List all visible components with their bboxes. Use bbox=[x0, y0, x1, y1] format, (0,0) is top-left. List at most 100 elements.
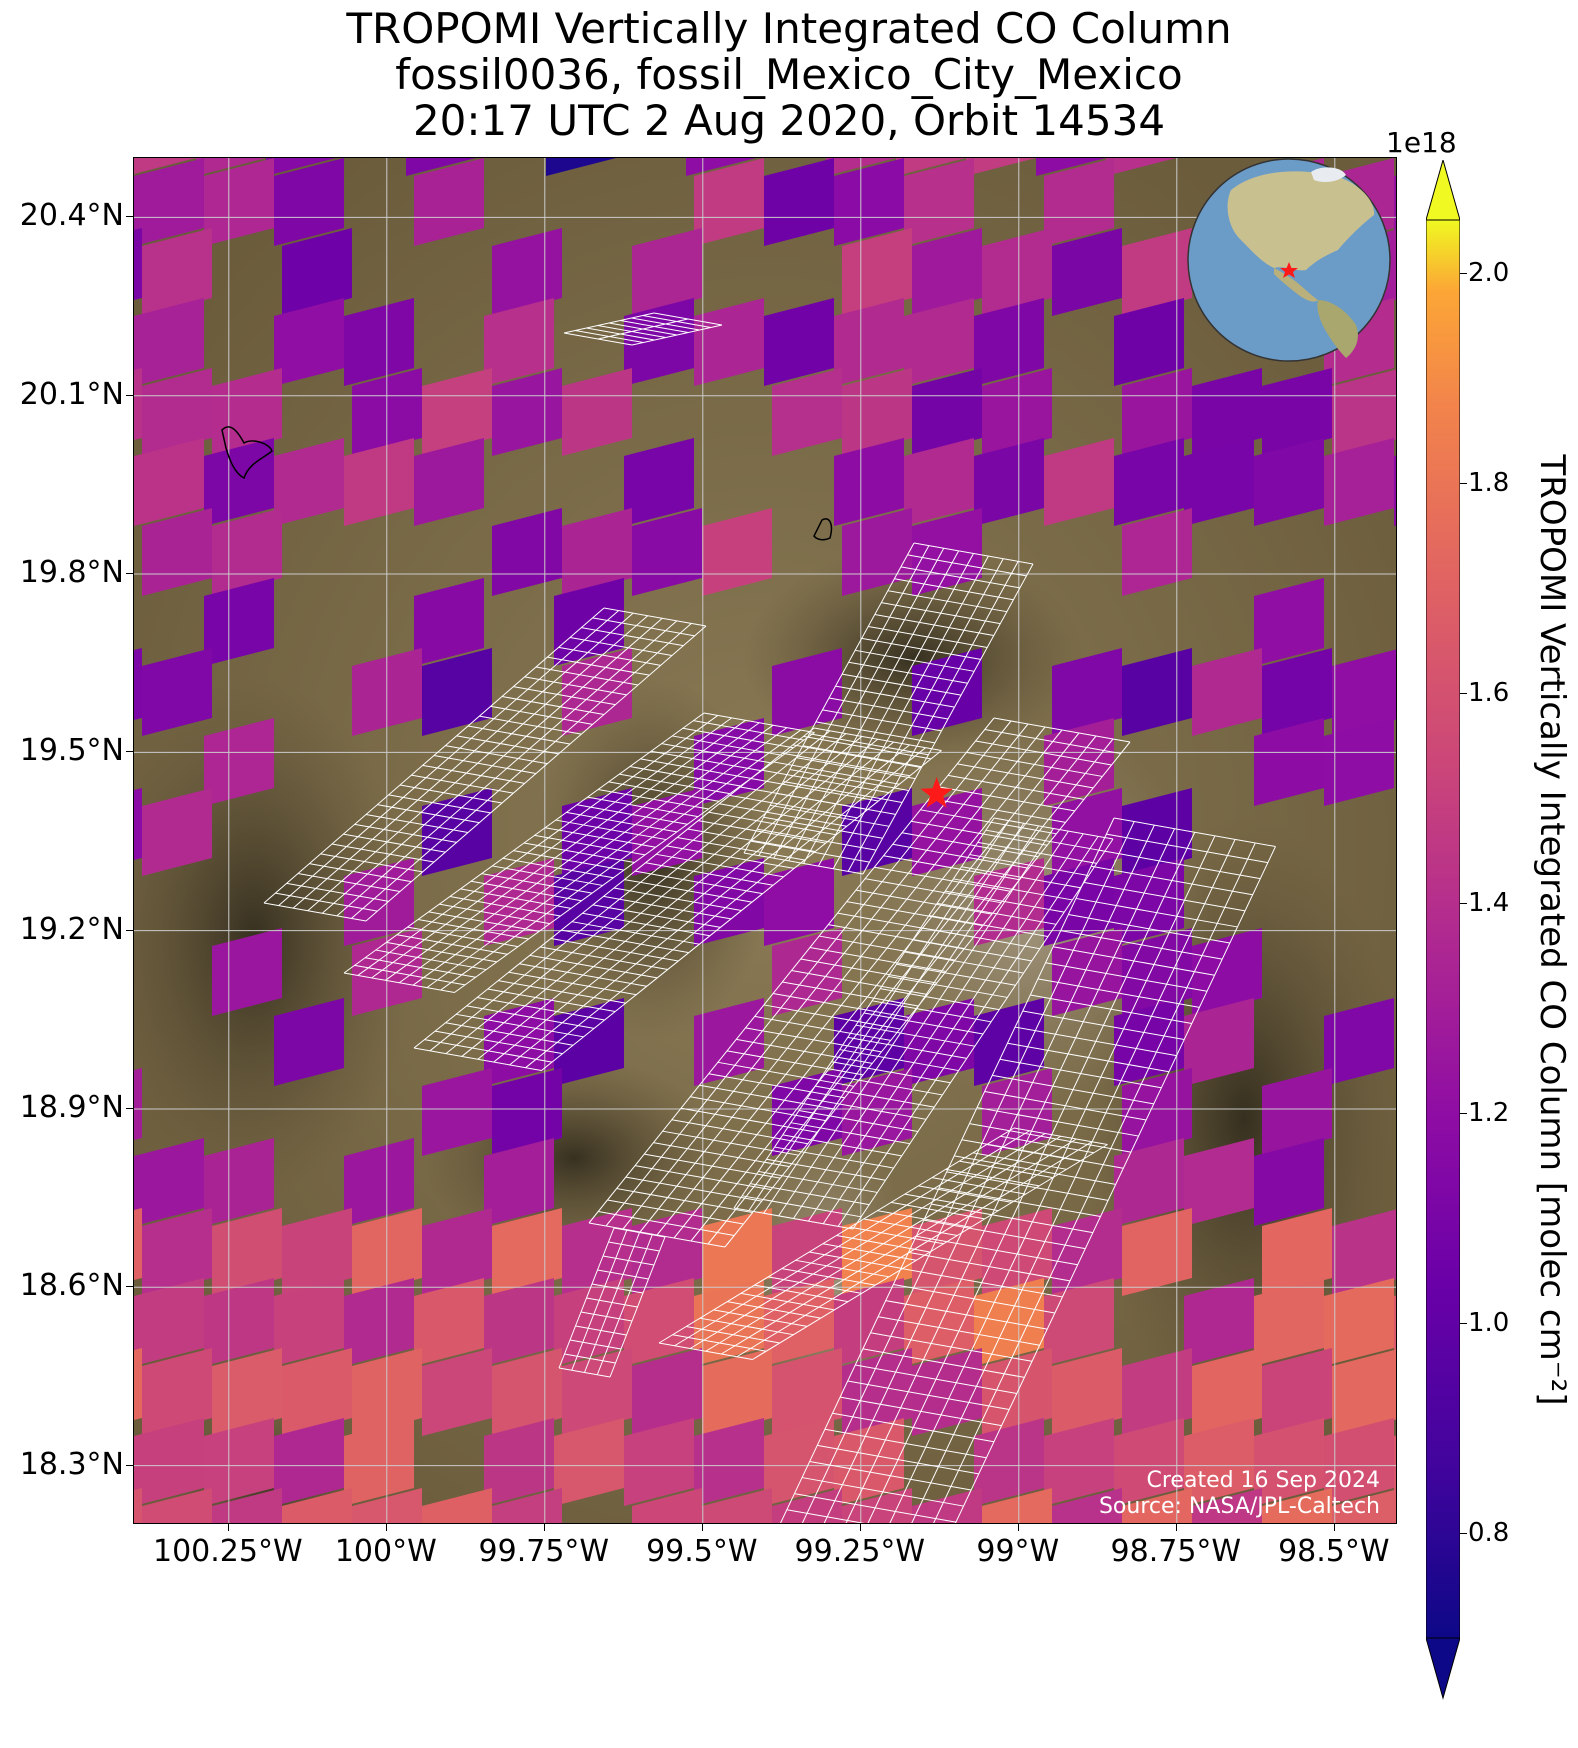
co-pixel bbox=[772, 648, 842, 736]
co-column-pixels bbox=[134, 158, 1396, 1523]
co-pixel bbox=[834, 158, 904, 246]
title-line-2: fossil0036, fossil_Mexico_City_Mexico bbox=[395, 50, 1183, 99]
footprint-line bbox=[588, 717, 995, 1224]
colorbar-extend-top bbox=[1426, 160, 1460, 221]
y-tick-label: 18.3°N bbox=[19, 1446, 124, 1482]
co-pixel bbox=[624, 438, 694, 526]
footprint-line bbox=[674, 1130, 1030, 1347]
co-pixel bbox=[414, 438, 484, 526]
co-pixel bbox=[632, 228, 702, 316]
co-pixel bbox=[842, 788, 912, 876]
co-pixel bbox=[212, 1488, 282, 1523]
co-pixel bbox=[204, 1418, 274, 1506]
footprint-line bbox=[513, 686, 616, 706]
y-tick-label: 20.4°N bbox=[19, 198, 124, 234]
x-tick-mark bbox=[1333, 1524, 1335, 1531]
x-tick-label: 99.75°W bbox=[478, 1534, 610, 1569]
footprint-line bbox=[569, 637, 673, 656]
co-pixel bbox=[1044, 158, 1114, 246]
footprint-line bbox=[541, 750, 942, 1071]
footprint-line bbox=[847, 561, 1019, 872]
footprint-line bbox=[656, 729, 1063, 1236]
colorbar-tick-label: 0.8 bbox=[1468, 1517, 1510, 1548]
co-pixel bbox=[1122, 368, 1192, 456]
co-pixel bbox=[1184, 438, 1254, 526]
map-panel[interactable]: Created 16 Sep 2024 Source: NASA/JPL-Cal… bbox=[133, 157, 1397, 1524]
footprint-line bbox=[456, 735, 559, 755]
y-tick-label: 19.8°N bbox=[19, 555, 124, 591]
co-pixel bbox=[134, 1418, 204, 1506]
y-tick-label: 18.9°N bbox=[19, 1089, 124, 1125]
co-pixel bbox=[896, 158, 966, 176]
co-pixel bbox=[204, 1138, 274, 1226]
co-pixel bbox=[982, 1488, 1052, 1523]
co-pixel bbox=[694, 998, 764, 1086]
footprint-line bbox=[631, 324, 723, 346]
y-tick-mark bbox=[126, 1286, 133, 1288]
co-pixel bbox=[694, 298, 764, 386]
footprint-line bbox=[748, 820, 1010, 1211]
co-pixel bbox=[982, 1068, 1052, 1156]
colorbar-label: TROPOMI Vertically Integrated CO Column … bbox=[1532, 454, 1572, 1406]
co-pixel bbox=[142, 788, 212, 876]
co-pixel bbox=[134, 438, 204, 526]
footprint-line bbox=[286, 882, 389, 902]
co-pixel bbox=[134, 788, 142, 861]
co-pixel bbox=[1192, 928, 1262, 1016]
co-pixel bbox=[632, 1348, 702, 1436]
colorbar-tick-label: 1.2 bbox=[1468, 1097, 1510, 1128]
globe-star-marker bbox=[1280, 262, 1298, 278]
co-pixel bbox=[1262, 1488, 1332, 1523]
co-pixel bbox=[134, 228, 142, 301]
credit-created: Created 16 Sep 2024 bbox=[1146, 1468, 1381, 1493]
co-pixel bbox=[134, 298, 204, 386]
co-pixel bbox=[1394, 455, 1396, 526]
co-pixel bbox=[266, 158, 336, 176]
satellite-map bbox=[134, 158, 1396, 1523]
co-pixel bbox=[764, 858, 834, 946]
co-pixel bbox=[1332, 369, 1396, 456]
colorbar-tick-mark bbox=[1460, 482, 1467, 484]
co-pixel bbox=[974, 1418, 1044, 1506]
co-pixel bbox=[562, 1348, 632, 1436]
footprint-line bbox=[584, 1232, 640, 1373]
co-pixel bbox=[344, 1418, 414, 1506]
co-pixel bbox=[764, 158, 834, 246]
co-pixel bbox=[204, 1278, 274, 1366]
co-pixel bbox=[1324, 1278, 1394, 1366]
footprint-line bbox=[479, 715, 582, 735]
footprint-line bbox=[292, 612, 634, 909]
co-pixel bbox=[134, 1278, 204, 1366]
footprint-line bbox=[309, 863, 412, 883]
x-tick-mark bbox=[385, 1524, 387, 1531]
co-pixel bbox=[632, 1208, 702, 1296]
co-pixel bbox=[1036, 158, 1106, 176]
footprint-line bbox=[780, 817, 1115, 1523]
footprint-line bbox=[581, 627, 684, 647]
co-pixel bbox=[1114, 1418, 1184, 1506]
y-tick-label: 20.1°N bbox=[19, 376, 124, 412]
co-pixel bbox=[562, 788, 632, 876]
footprint-line bbox=[320, 853, 423, 873]
title-line-1: TROPOMI Vertically Integrated CO Column bbox=[346, 4, 1232, 53]
footprint-line bbox=[867, 832, 1196, 1523]
co-pixel bbox=[694, 158, 764, 246]
co-pixel bbox=[274, 998, 344, 1086]
footprint-line bbox=[832, 558, 1004, 869]
co-pixel bbox=[1052, 1348, 1122, 1436]
footprint-line bbox=[307, 615, 649, 912]
co-pixel bbox=[1254, 1418, 1324, 1506]
co-pixel bbox=[422, 1068, 492, 1156]
co-pixel bbox=[1122, 788, 1192, 876]
co-pixel bbox=[1044, 1418, 1114, 1506]
title-line-3: 20:17 UTC 2 Aug 2020, Orbit 14534 bbox=[412, 96, 1166, 145]
footprint-line bbox=[357, 715, 719, 976]
footprint-line bbox=[673, 732, 1080, 1239]
co-pixel bbox=[1254, 718, 1324, 806]
footprint-line bbox=[592, 617, 695, 637]
x-tick-label: 98.75°W bbox=[1110, 1534, 1242, 1569]
footprint-line bbox=[845, 828, 1176, 1523]
co-pixel bbox=[134, 1138, 204, 1226]
footprint-line bbox=[263, 902, 367, 922]
co-pixel bbox=[632, 788, 702, 876]
